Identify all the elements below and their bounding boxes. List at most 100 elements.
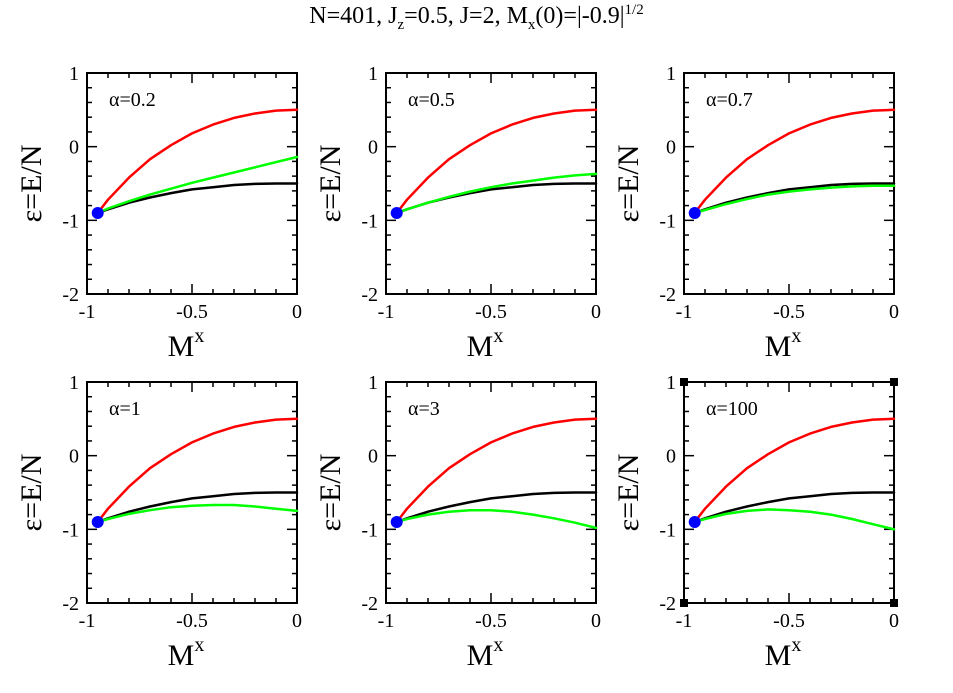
x-axis-label-sup: x: [493, 325, 503, 347]
y-axis-label: ε=E/N: [612, 145, 645, 223]
panel-label: α=0.5: [408, 89, 455, 111]
series-line-black: [96, 491, 299, 524]
y-axis-label: ε=E/N: [15, 454, 48, 532]
series-line-red: [395, 108, 598, 215]
title-part: (0)=|-0.9|: [535, 3, 625, 29]
y-tick-label: 1: [368, 372, 378, 394]
y-tick-label: -2: [62, 593, 79, 615]
series-line-green: [96, 503, 299, 524]
y-axis-label: ε=E/N: [15, 145, 48, 223]
y-tick-label: -1: [659, 210, 676, 232]
x-tick-label: -1: [378, 301, 395, 323]
series-line-green: [395, 508, 598, 530]
panel-label: α=0.2: [109, 89, 156, 111]
y-tick-label: -2: [62, 284, 79, 306]
title-part: =0.5, J=2, M: [404, 3, 528, 29]
y-tick-label: 1: [69, 63, 79, 85]
x-tick-label: -1: [676, 301, 693, 323]
x-axis-label-base: M: [467, 330, 494, 363]
y-tick-label: 1: [666, 372, 676, 394]
x-tick-label: -0.5: [475, 610, 507, 632]
y-tick-label: 0: [69, 137, 79, 159]
x-tick-label: -1: [79, 301, 96, 323]
x-axis-label-base: M: [467, 639, 494, 672]
x-axis-label-base: M: [765, 330, 792, 363]
x-axis-label: Mx: [765, 634, 802, 672]
series-line-black: [693, 491, 896, 524]
y-tick-label: -2: [361, 284, 378, 306]
selection-handle: [890, 599, 898, 607]
x-axis-label-sup: x: [194, 325, 204, 347]
x-tick-label: 0: [889, 301, 899, 323]
y-tick-label: -1: [62, 210, 79, 232]
panel-label: α=100: [706, 398, 758, 420]
x-tick-label: -0.5: [475, 301, 507, 323]
x-axis-label-sup: x: [194, 634, 204, 656]
x-tick-label: 0: [591, 610, 601, 632]
x-axis-label: Mx: [168, 634, 205, 672]
x-axis-label-base: M: [168, 639, 195, 672]
title-part: x: [527, 16, 536, 33]
x-tick-label: 0: [591, 301, 601, 323]
series-line-black: [395, 491, 598, 524]
panel-label: α=0.7: [706, 89, 753, 111]
y-tick-label: 1: [368, 63, 378, 85]
x-tick-label: -0.5: [773, 610, 805, 632]
y-tick-label: 0: [69, 446, 79, 468]
x-tick-label: -0.5: [176, 301, 208, 323]
x-axis-label: Mx: [467, 325, 504, 363]
series-line-black: [395, 182, 598, 215]
y-axis-label: ε=E/N: [612, 454, 645, 532]
initial-point-marker: [91, 206, 104, 219]
x-tick-label: -1: [79, 610, 96, 632]
x-axis-label: Mx: [168, 325, 205, 363]
y-tick-label: -1: [361, 519, 378, 541]
y-tick-label: -1: [659, 519, 676, 541]
y-tick-label: 1: [69, 372, 79, 394]
x-tick-label: -1: [378, 610, 395, 632]
series-line-red: [693, 417, 896, 524]
panel-label: α=1: [109, 398, 141, 420]
x-axis-label-base: M: [168, 330, 195, 363]
title-part: 1/2: [624, 2, 644, 18]
y-tick-label: 0: [368, 446, 378, 468]
y-tick-label: -2: [659, 593, 676, 615]
series-line-red: [96, 417, 299, 524]
x-tick-label: -0.5: [773, 301, 805, 323]
y-tick-label: -2: [361, 593, 378, 615]
y-tick-label: 0: [666, 137, 676, 159]
initial-point-marker: [390, 206, 403, 219]
x-axis-label: Mx: [765, 325, 802, 363]
x-axis-label: Mx: [467, 634, 504, 672]
x-tick-label: 0: [889, 610, 899, 632]
x-axis-label-sup: x: [791, 634, 801, 656]
y-tick-label: -2: [659, 284, 676, 306]
panel-label: α=3: [408, 398, 440, 420]
x-tick-label: -1: [676, 610, 693, 632]
y-tick-label: -1: [62, 519, 79, 541]
x-axis-label-sup: x: [791, 325, 801, 347]
title-part: N=401, J: [309, 3, 398, 29]
x-axis-label-sup: x: [493, 634, 503, 656]
x-axis-label-base: M: [765, 639, 792, 672]
selection-handle: [890, 378, 898, 386]
series-line-red: [693, 108, 896, 215]
initial-point-marker: [688, 515, 701, 528]
series-line-green: [96, 155, 299, 215]
initial-point-marker: [688, 206, 701, 219]
series-line-black: [96, 182, 299, 215]
series-line-green: [693, 184, 896, 215]
initial-point-marker: [390, 515, 403, 528]
y-tick-label: -1: [361, 210, 378, 232]
x-tick-label: 0: [292, 301, 302, 323]
selection-handle: [680, 378, 688, 386]
y-tick-label: 0: [368, 137, 378, 159]
y-axis-label: ε=E/N: [314, 145, 347, 223]
